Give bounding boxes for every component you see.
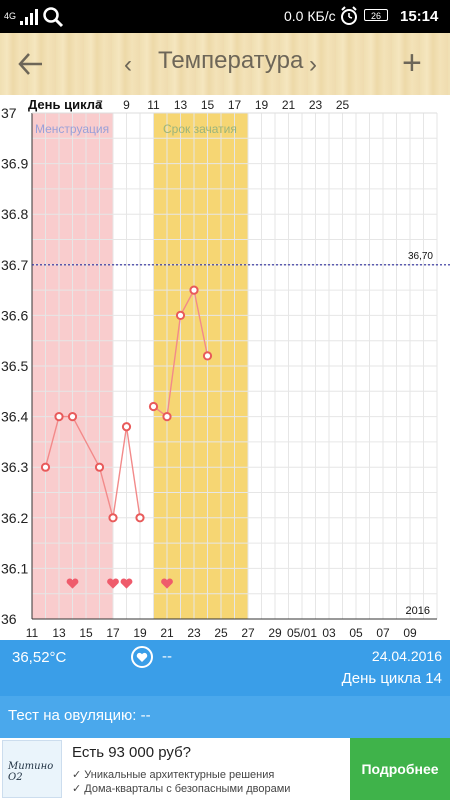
network-type: 4G xyxy=(4,11,17,21)
info-bar: 36,52°C -- 24.04.2016 День цикла 14 xyxy=(0,640,450,696)
bottom-tick-label: 29 xyxy=(268,626,282,640)
intercourse-heart-icon xyxy=(161,578,173,589)
top-tick-label: 13 xyxy=(174,98,188,112)
bottom-tick-label: 13 xyxy=(52,626,66,640)
signal-icon xyxy=(20,8,38,25)
x-axis-title: День цикла xyxy=(28,97,103,112)
temperature-point xyxy=(67,412,78,422)
temperature-point xyxy=(54,412,64,422)
temperature-point xyxy=(94,462,105,472)
top-tick-label: 19 xyxy=(255,98,269,112)
intercourse-toggle[interactable] xyxy=(131,646,153,668)
intercourse-heart-icon xyxy=(66,578,79,589)
page-title: Температура xyxy=(158,47,304,74)
bottom-tick-label: 11 xyxy=(26,626,39,640)
selected-date: 24.04.2016 xyxy=(371,648,442,664)
bottom-tick-label: 19 xyxy=(133,626,147,640)
top-tick-label: 25 xyxy=(336,98,350,112)
ad-line-2: ✓ Дома-кварталы с безопасными дворами xyxy=(72,783,291,795)
y-tick-label: 36.3 xyxy=(1,459,28,475)
top-tick-label: 15 xyxy=(201,98,215,112)
bottom-tick-label: 03 xyxy=(322,626,336,640)
intercourse-heart-icon xyxy=(107,578,119,589)
bottom-tick-label: 23 xyxy=(187,626,201,640)
heart-icon xyxy=(136,652,148,662)
band-label-menstruation: Менструация xyxy=(35,122,109,136)
y-tick-label: 36.4 xyxy=(1,409,28,425)
top-tick-label: 11 xyxy=(147,98,160,112)
ad-logo-text: Митино О2 xyxy=(8,761,54,783)
ad-line-1: ✓ Уникальные архитектурные решения xyxy=(72,769,275,781)
alarm-icon xyxy=(341,6,357,25)
bottom-tick-label: 05 xyxy=(349,626,363,640)
reference-line-label: 36,70 xyxy=(408,251,433,262)
search-icon xyxy=(43,6,64,27)
y-tick-label: 36 xyxy=(1,611,17,627)
add-button[interactable]: + xyxy=(402,44,422,82)
cycle-day: День цикла 14 xyxy=(341,670,442,687)
bottom-tick-label: 05/01 xyxy=(287,626,317,640)
top-tick-label: 23 xyxy=(309,98,323,112)
ad-cta-button[interactable]: Подробнее xyxy=(350,738,450,800)
temperature-point xyxy=(135,513,145,523)
y-tick-label: 36.9 xyxy=(1,156,28,172)
ad-logo: Митино О2 xyxy=(2,740,62,798)
y-tick-label: 36.8 xyxy=(1,206,28,222)
previous-chart-button[interactable]: ‹ xyxy=(124,51,132,78)
ovulation-test-row[interactable]: Тест на овуляцию: -- xyxy=(0,696,450,738)
intercourse-value: -- xyxy=(162,648,172,665)
bottom-tick-label: 27 xyxy=(241,626,255,640)
top-tick-label: 7 xyxy=(96,98,103,112)
ovulation-test-label: Тест на овуляцию: -- xyxy=(8,707,151,724)
clock: 15:14 xyxy=(400,8,439,25)
bottom-tick-label: 25 xyxy=(214,626,228,640)
status-bar: 4G 0.0 КБ/с 26 15:14 xyxy=(0,0,450,33)
next-chart-button[interactable]: › xyxy=(309,51,317,78)
app-bar: ‹ Температура › + xyxy=(0,33,450,95)
temperature-chart[interactable]: Менструация Срок зачатия 36 36.1 36.2 36.3 36.… xyxy=(0,95,450,640)
y-tick-label: 36.7 xyxy=(1,257,28,273)
y-tick-label: 36.2 xyxy=(1,510,28,526)
battery-icon: 26 xyxy=(364,9,388,21)
bottom-tick-label: 09 xyxy=(403,626,417,640)
y-tick-label: 37 xyxy=(1,105,17,121)
temperature-point xyxy=(189,285,199,295)
bottom-tick-label: 15 xyxy=(79,626,93,640)
selected-temperature: 36,52°C xyxy=(12,649,67,666)
back-arrow-icon[interactable] xyxy=(14,47,48,81)
ad-banner[interactable]: Митино О2 Есть 93 000 руб? ✓ Уникальные … xyxy=(0,738,450,800)
y-tick-label: 36.1 xyxy=(1,560,28,576)
top-tick-label: 21 xyxy=(282,98,296,112)
bottom-tick-label: 17 xyxy=(106,626,120,640)
top-tick-label: 9 xyxy=(123,98,130,112)
ad-headline: Есть 93 000 руб? xyxy=(72,744,192,761)
y-tick-label: 36.6 xyxy=(1,307,28,323)
temperature-point xyxy=(121,422,132,432)
top-tick-label: 17 xyxy=(228,98,242,112)
year-label: 2016 xyxy=(406,605,430,617)
temperature-point xyxy=(40,462,51,472)
band-label-fertile: Срок зачатия xyxy=(163,122,237,136)
status-icons: 4G xyxy=(4,4,64,29)
bottom-tick-label: 07 xyxy=(376,626,390,640)
temperature-point xyxy=(162,412,172,422)
temperature-point xyxy=(175,310,186,320)
temperature-point xyxy=(148,401,159,412)
temperature-point xyxy=(202,351,213,361)
y-tick-label: 36.5 xyxy=(1,358,28,374)
network-speed: 0.0 КБ/с xyxy=(284,8,336,24)
intercourse-heart-icon xyxy=(120,578,133,589)
bottom-tick-label: 21 xyxy=(160,626,174,640)
temperature-point xyxy=(108,513,118,523)
